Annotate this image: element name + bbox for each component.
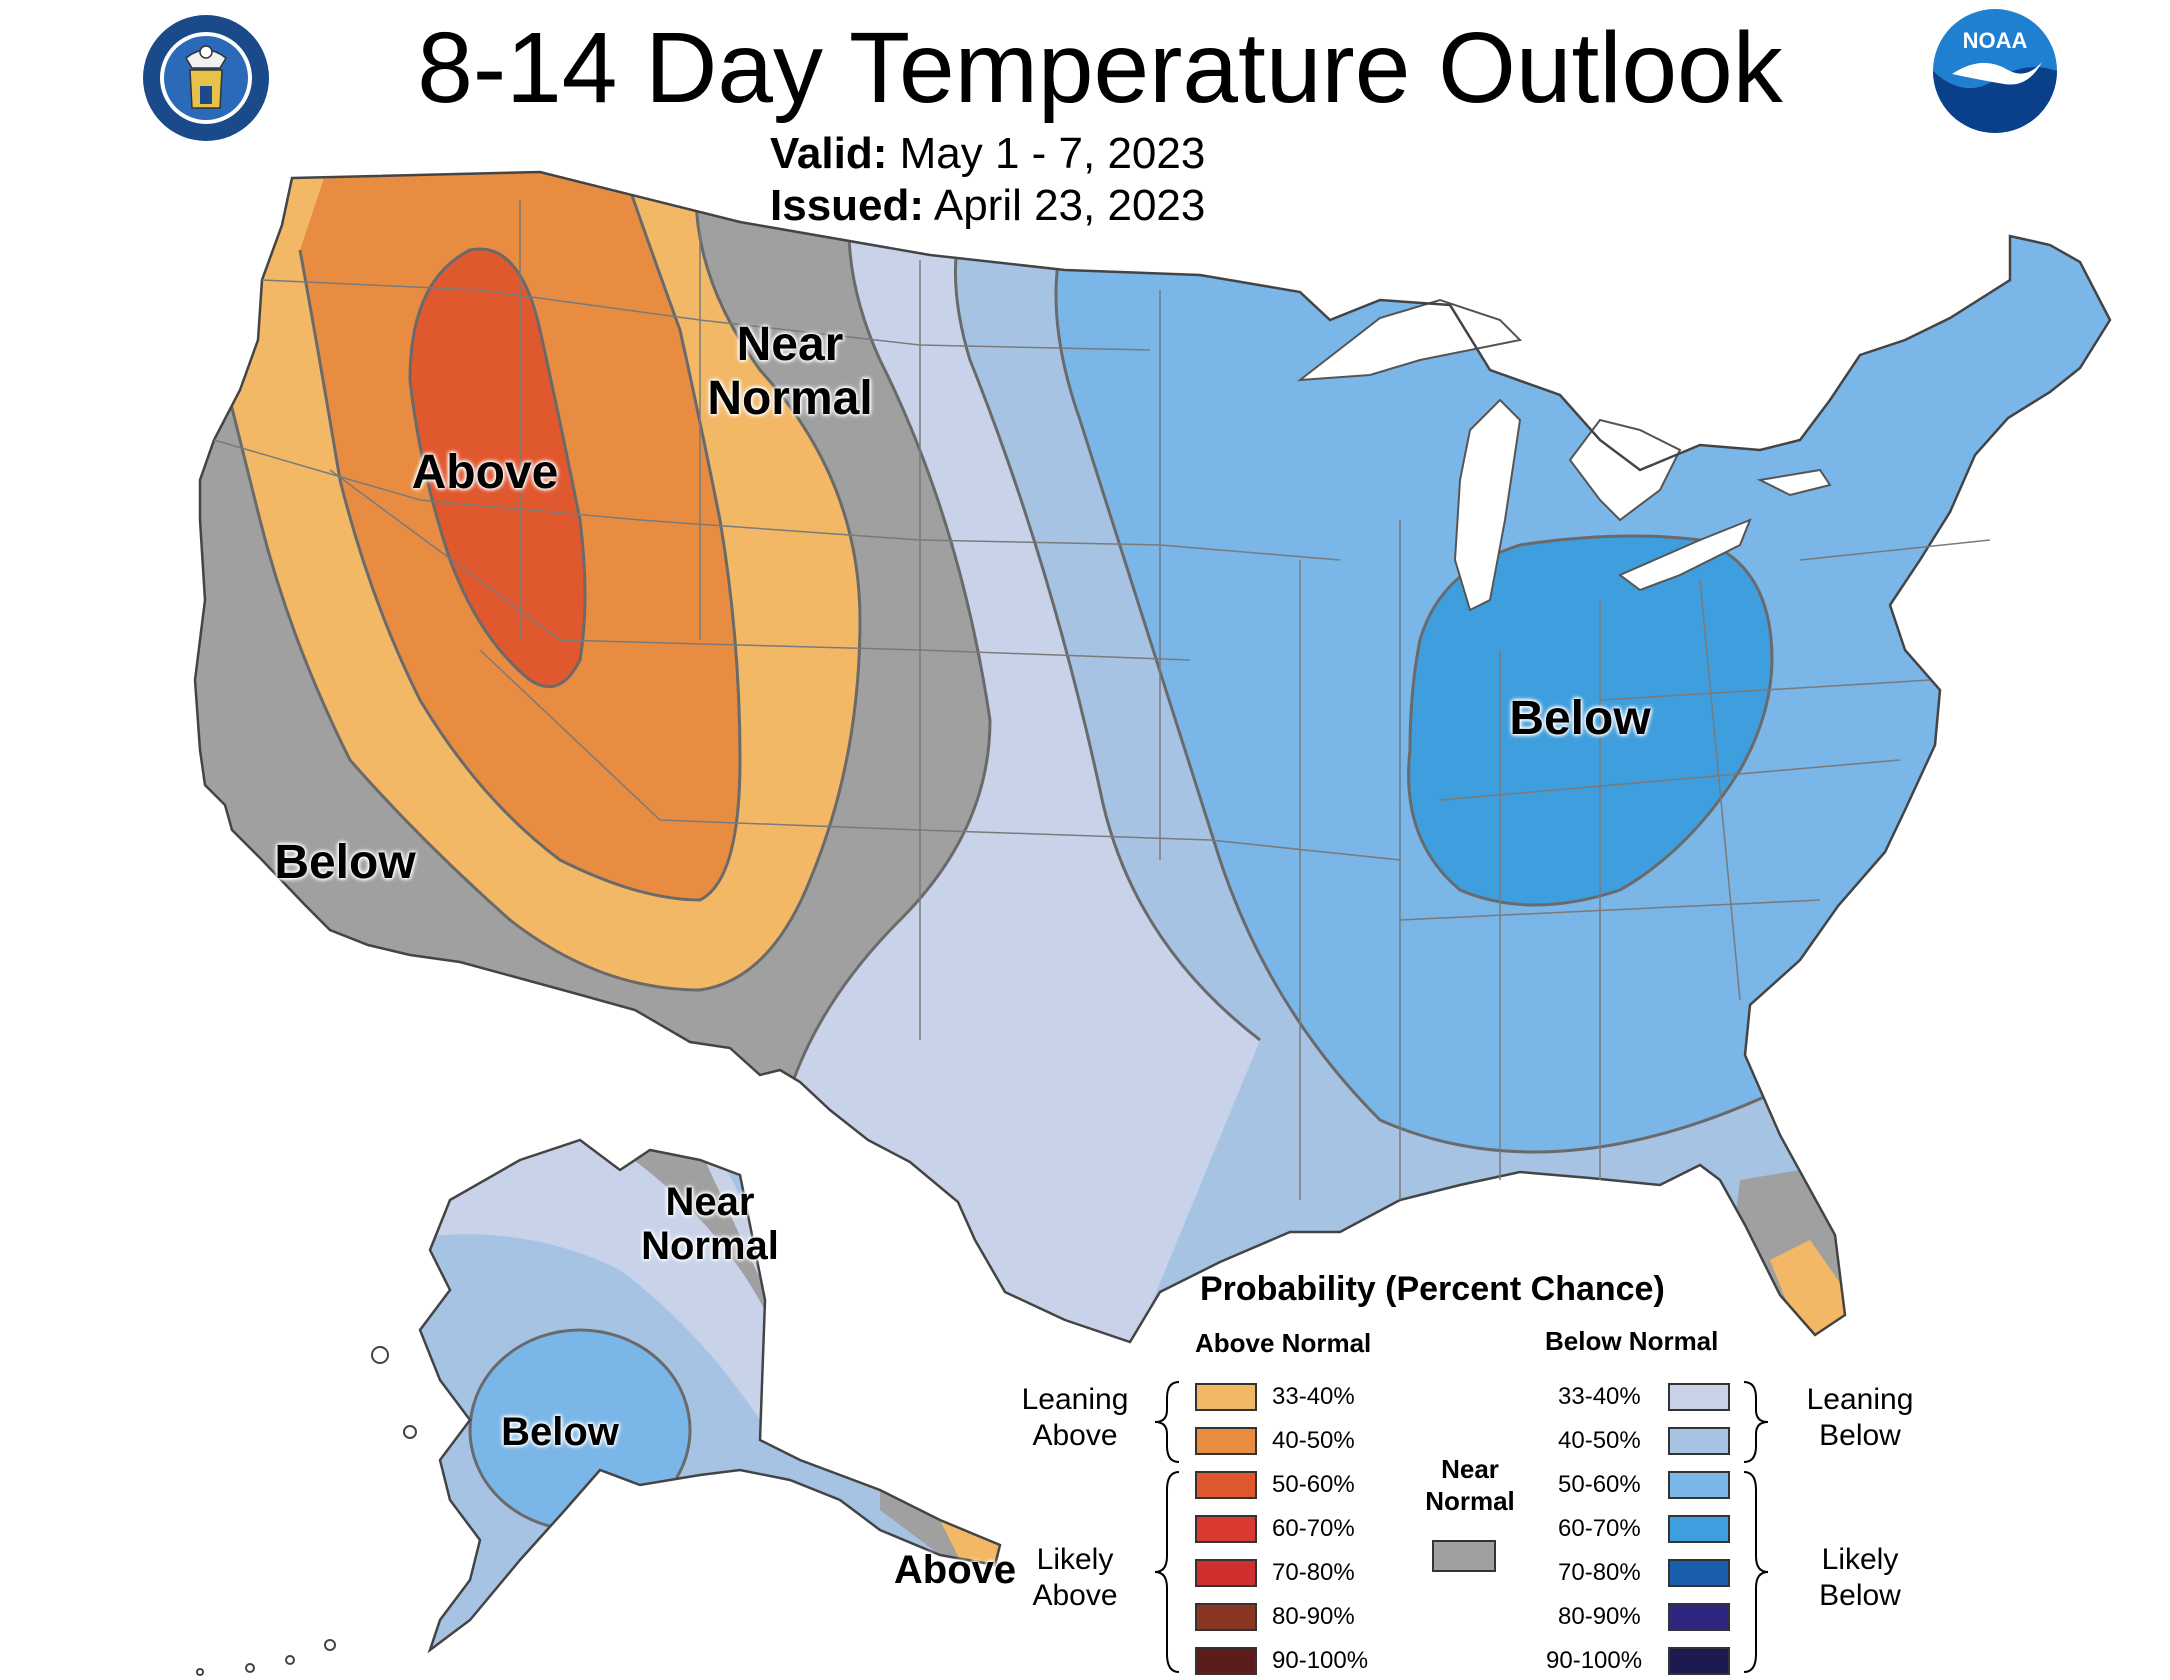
legend-likely-below: Likely Below (1785, 1542, 1935, 1614)
contour-lines (228, 172, 1801, 1154)
legend-above-braces (1154, 1381, 1180, 1673)
legend-swatch-above-70-80 (1195, 1559, 1257, 1587)
legend-pct-below-33-40: 33-40% (1558, 1383, 1641, 1410)
legend-title: Probability (Percent Chance) (1200, 1270, 1665, 1308)
legend-above-word-2: Above (1032, 1579, 1118, 1612)
legend-below-word: Below (1819, 1419, 1901, 1452)
commerce-seal-logo (143, 15, 269, 141)
legend-likely-above: Likely Above (1010, 1542, 1140, 1614)
legend-swatch-below-90-100 (1668, 1647, 1730, 1675)
legend-swatch-near-normal (1432, 1540, 1496, 1572)
legend-swatch-above-50-60 (1195, 1471, 1257, 1499)
legend-swatch-above-33-40 (1195, 1383, 1257, 1411)
legend-normal-word: Normal (1425, 1486, 1515, 1516)
legend-above-header: Above Normal (1195, 1328, 1372, 1358)
legend-below-header: Below Normal (1545, 1326, 1719, 1356)
svg-text:NOAA: NOAA (1963, 28, 2028, 53)
legend-swatch-above-40-50 (1195, 1427, 1257, 1455)
legend-pct-below-80-90: 80-90% (1558, 1603, 1641, 1630)
legend-pct-above-50-60: 50-60% (1272, 1471, 1355, 1498)
legend-swatch-below-33-40 (1668, 1383, 1730, 1411)
legend-leaning-above: Leaning Above (1010, 1382, 1140, 1454)
legend-pct-above-40-50: 40-50% (1272, 1427, 1355, 1454)
legend-swatch-below-80-90 (1668, 1603, 1730, 1631)
legend-leaning-below: Leaning Below (1785, 1382, 1935, 1454)
label-below-east: Below (1509, 692, 1651, 745)
legend-below-word-2: Below (1819, 1579, 1901, 1612)
legend-swatch-below-70-80 (1668, 1559, 1730, 1587)
legend-leaning-word: Leaning (1021, 1383, 1129, 1416)
legend-likely-word-2: Likely (1821, 1543, 1899, 1576)
legend-leaning-word-2: Leaning (1806, 1383, 1914, 1416)
alaska-map (196, 1138, 1002, 1676)
legend-near-word: Near (1441, 1454, 1499, 1484)
page-title: 8-14 Day Temperature Outlook (417, 12, 1783, 124)
legend-pct-above-80-90: 80-90% (1272, 1603, 1355, 1630)
label-below-alaska: Below (501, 1410, 619, 1454)
legend-swatch-above-90-100 (1195, 1647, 1257, 1675)
legend-swatch-below-40-50 (1668, 1427, 1730, 1455)
legend-swatch-above-60-70 (1195, 1515, 1257, 1543)
label-ak-near-word: Near (665, 1180, 755, 1224)
legend-swatch-below-50-60 (1668, 1471, 1730, 1499)
legend-swatch-above-80-90 (1195, 1603, 1257, 1631)
issued-label: Issued: (770, 181, 925, 230)
label-normal-word: Normal (707, 372, 873, 425)
issued-value: April 23, 2023 (933, 181, 1206, 230)
legend-pct-below-60-70: 60-70% (1558, 1515, 1641, 1542)
label-ak-normal-word: Normal (641, 1224, 779, 1268)
label-near-normal-alaska: Near Normal (630, 1180, 790, 1268)
legend-pct-above-90-100: 90-100% (1272, 1647, 1369, 1674)
zone-above-50-60 (410, 249, 585, 687)
label-above-alaska: Above (893, 1548, 1017, 1592)
noaa-logo: NOAA (1933, 9, 2057, 133)
legend-pct-above-33-40: 33-40% (1272, 1383, 1355, 1410)
great-lakes (1296, 298, 1832, 612)
valid-line: Valid: May 1 - 7, 2023 (770, 128, 1205, 180)
legend-pct-below-50-60: 50-60% (1558, 1471, 1641, 1498)
legend-likely-word: Likely (1036, 1543, 1114, 1576)
label-above-west: Above (411, 446, 559, 499)
label-below-california: Below (274, 836, 416, 889)
date-block: Valid: May 1 - 7, 2023 Issued: April 23,… (770, 128, 1205, 232)
issued-line: Issued: April 23, 2023 (770, 180, 1205, 232)
legend-below-braces (1743, 1381, 1769, 1673)
label-near-word: Near (736, 318, 844, 371)
valid-value: May 1 - 7, 2023 (899, 129, 1206, 178)
conus-outline (193, 170, 2112, 1344)
legend-pct-above-60-70: 60-70% (1272, 1515, 1355, 1542)
legend-pct-below-90-100: 90-100% (1546, 1647, 1643, 1674)
legend-near-normal-label: Near Normal (1410, 1453, 1530, 1517)
label-near-normal-plains: Near Normal (690, 318, 890, 426)
legend-pct-above-70-80: 70-80% (1272, 1559, 1355, 1586)
zone-florida-above (1770, 1240, 1850, 1340)
legend-above-word: Above (1032, 1419, 1118, 1452)
legend-pct-below-40-50: 40-50% (1558, 1427, 1641, 1454)
valid-label: Valid: (770, 129, 888, 178)
legend-swatch-below-60-70 (1668, 1515, 1730, 1543)
legend-pct-below-70-80: 70-80% (1558, 1559, 1641, 1586)
